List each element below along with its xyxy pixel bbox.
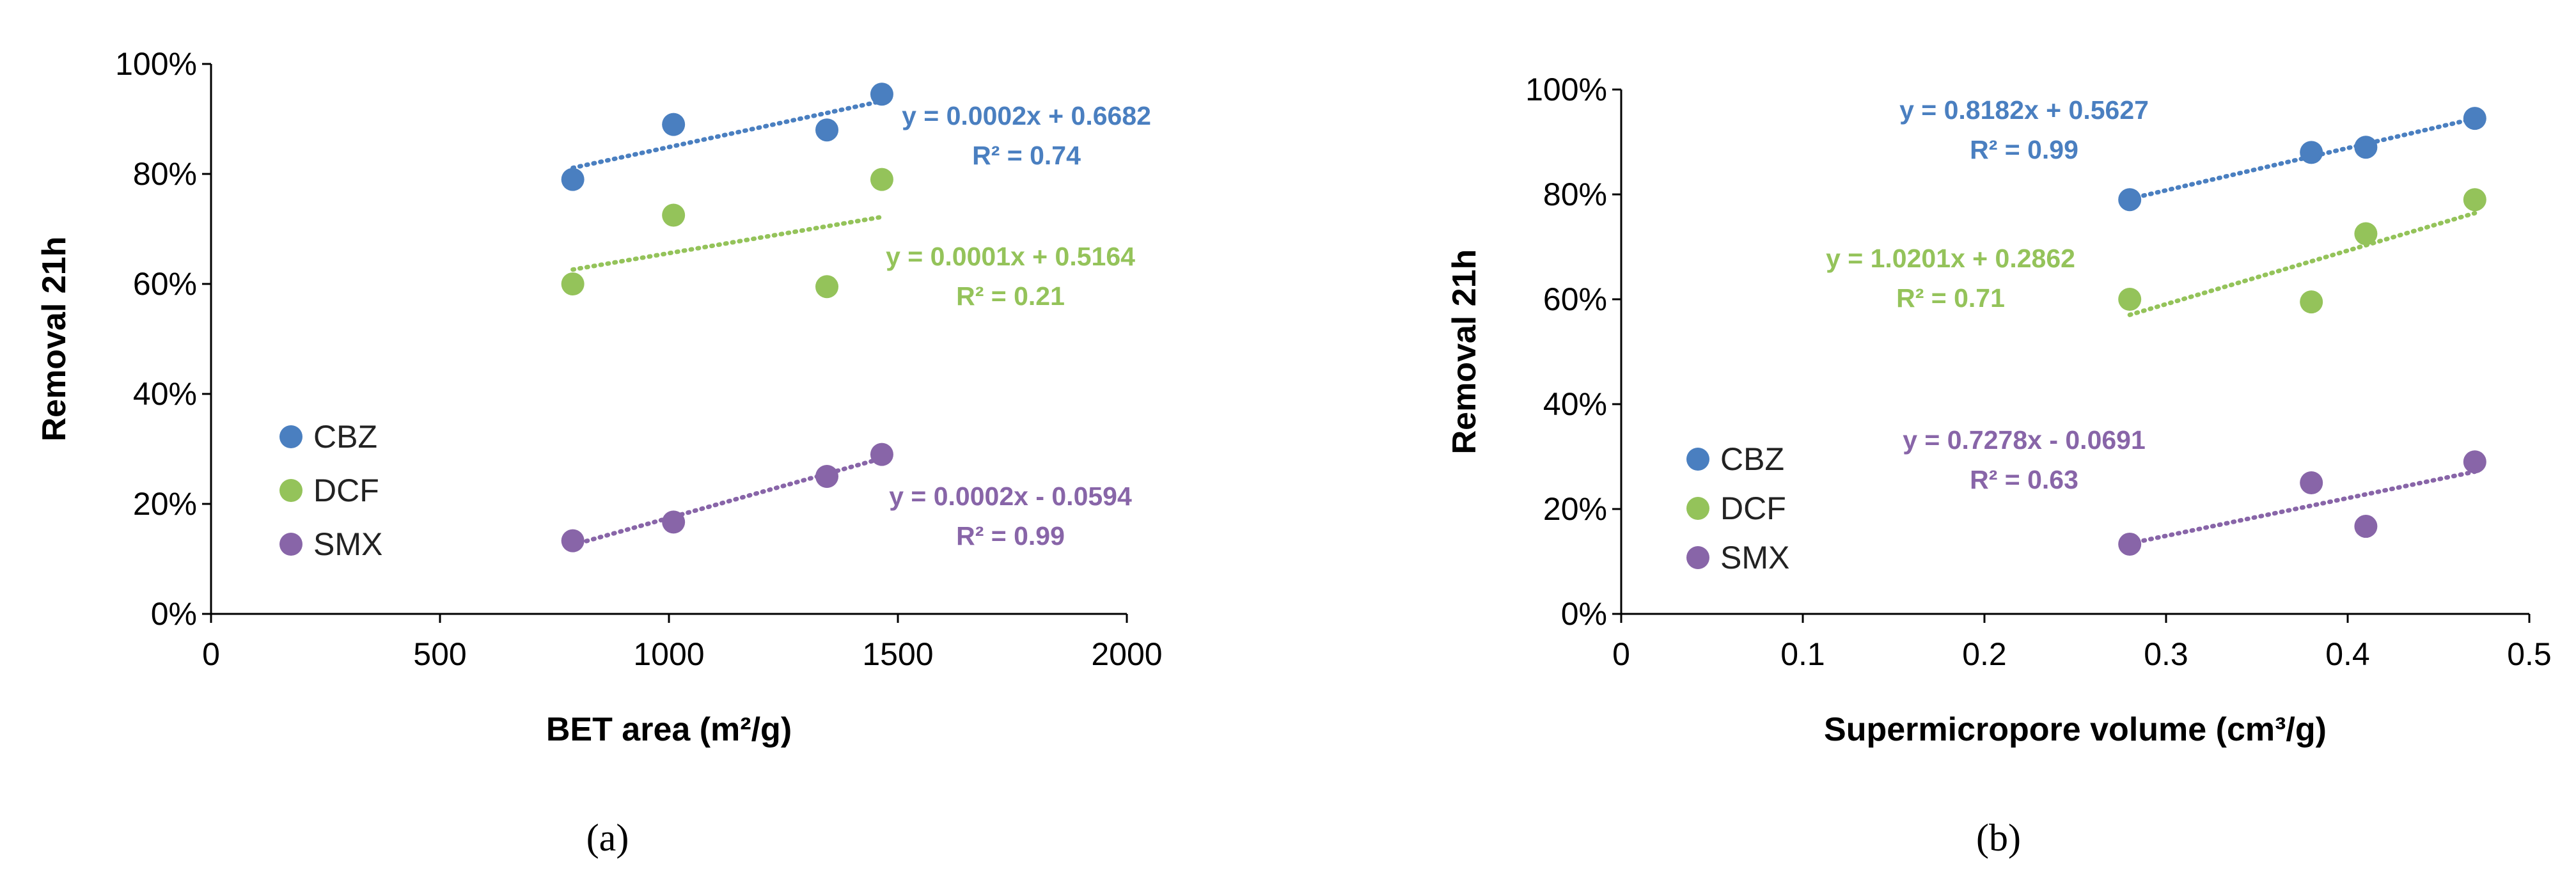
point-dcf bbox=[662, 203, 686, 227]
equation-smx: y = 0.7278x - 0.0691 bbox=[1903, 425, 2146, 455]
y-tick-label: 20% bbox=[1543, 491, 1607, 527]
point-dcf bbox=[815, 275, 839, 299]
y-axis-title: Removal 21h bbox=[36, 237, 73, 442]
panel-label: (a) bbox=[586, 817, 629, 859]
point-smx bbox=[2354, 515, 2378, 538]
legend-label-cbz: CBZ bbox=[313, 419, 377, 455]
y-tick-label: 20% bbox=[133, 486, 197, 522]
point-cbz bbox=[815, 118, 839, 142]
point-dcf bbox=[2463, 188, 2486, 212]
r-squared-smx: R² = 0.99 bbox=[956, 521, 1065, 551]
point-cbz bbox=[2118, 188, 2142, 212]
x-tick-label: 500 bbox=[413, 636, 466, 672]
y-tick-label: 80% bbox=[1543, 176, 1607, 212]
point-smx bbox=[870, 443, 893, 466]
y-tick-label: 100% bbox=[1525, 72, 1607, 107]
r-squared-cbz: R² = 0.74 bbox=[972, 141, 1081, 170]
equation-dcf: y = 0.0001x + 0.5164 bbox=[886, 242, 1135, 271]
point-dcf bbox=[2300, 290, 2323, 314]
x-tick-label: 1500 bbox=[862, 636, 933, 672]
r-squared-smx: R² = 0.63 bbox=[1970, 465, 2078, 494]
x-tick-label: 0.3 bbox=[2144, 636, 2188, 672]
chart-panel-b: 0% 20% 40% 60% 80% 100% 0 0.1 0.2 0.3 0.4 0.5 Superm… bbox=[1446, 72, 2552, 859]
r-squared-dcf: R² = 0.21 bbox=[956, 281, 1065, 311]
point-cbz bbox=[561, 168, 585, 191]
y-tick-label: 0% bbox=[1561, 596, 1607, 632]
x-tick-label: 2000 bbox=[1091, 636, 1162, 672]
equation-cbz: y = 0.0002x + 0.6682 bbox=[902, 101, 1151, 130]
point-dcf bbox=[870, 168, 893, 191]
point-cbz bbox=[662, 113, 686, 136]
point-smx bbox=[2118, 532, 2142, 556]
y-axis-title: Removal 21h bbox=[1446, 249, 1483, 455]
legend-marker-smx bbox=[1686, 546, 1709, 569]
x-tick-label: 0.4 bbox=[2325, 636, 2370, 672]
legend-label-smx: SMX bbox=[313, 526, 382, 562]
point-smx bbox=[815, 465, 839, 488]
y-tick-label: 100% bbox=[115, 46, 197, 82]
point-dcf bbox=[2118, 288, 2142, 311]
legend-marker-cbz bbox=[279, 425, 302, 448]
legend-marker-cbz bbox=[1686, 448, 1709, 471]
point-smx bbox=[2463, 450, 2486, 474]
legend-label-cbz: CBZ bbox=[1720, 441, 1784, 477]
y-tick-label: 80% bbox=[133, 156, 197, 192]
x-tick-label: 1000 bbox=[633, 636, 704, 672]
legend-marker-dcf bbox=[1686, 497, 1709, 520]
point-smx bbox=[662, 510, 686, 534]
y-tick-label: 60% bbox=[1543, 281, 1607, 317]
point-dcf bbox=[561, 272, 585, 295]
trendline-smx bbox=[2127, 469, 2478, 546]
legend-label-smx: SMX bbox=[1720, 540, 1789, 576]
y-tick-label: 60% bbox=[133, 266, 197, 302]
x-tick-label: 0 bbox=[202, 636, 220, 672]
legend-label-dcf: DCF bbox=[1720, 490, 1786, 526]
legend-marker-smx bbox=[279, 533, 302, 556]
point-smx bbox=[561, 529, 585, 553]
point-dcf bbox=[2354, 222, 2378, 246]
legend-marker-dcf bbox=[279, 479, 302, 502]
x-tick-label: 0.2 bbox=[1962, 636, 2007, 672]
r-squared-dcf: R² = 0.71 bbox=[1896, 283, 2005, 313]
equation-dcf: y = 1.0201x + 0.2862 bbox=[1826, 244, 2075, 273]
trendline-dcf bbox=[570, 214, 884, 272]
x-axis-title: Supermicropore volume (cm³/g) bbox=[1824, 711, 2327, 748]
equation-cbz: y = 0.8182x + 0.5627 bbox=[1899, 95, 2149, 125]
r-squared-cbz: R² = 0.99 bbox=[1970, 135, 2078, 164]
trendline-cbz bbox=[570, 98, 884, 170]
y-tick-label: 40% bbox=[1543, 386, 1607, 422]
point-cbz bbox=[870, 82, 893, 106]
panel-label: (b) bbox=[1976, 817, 2021, 859]
x-tick-label: 0.1 bbox=[1780, 636, 1825, 672]
x-tick-label: 0.5 bbox=[2507, 636, 2552, 672]
x-axis-title: BET area (m²/g) bbox=[546, 711, 792, 748]
equation-smx: y = 0.0002x - 0.0594 bbox=[889, 482, 1132, 511]
y-tick-label: 0% bbox=[151, 596, 197, 632]
legend-label-dcf: DCF bbox=[313, 473, 379, 508]
point-cbz bbox=[2354, 136, 2378, 159]
point-cbz bbox=[2300, 141, 2323, 164]
chart-panel-a: 0% 20% 40% 60% 80% 100% 0 500 1000 1500 2000 BET ar… bbox=[36, 46, 1163, 859]
point-smx bbox=[2300, 471, 2323, 494]
x-tick-label: 0 bbox=[1612, 636, 1630, 672]
point-cbz bbox=[2463, 107, 2486, 130]
y-tick-label: 40% bbox=[133, 376, 197, 412]
